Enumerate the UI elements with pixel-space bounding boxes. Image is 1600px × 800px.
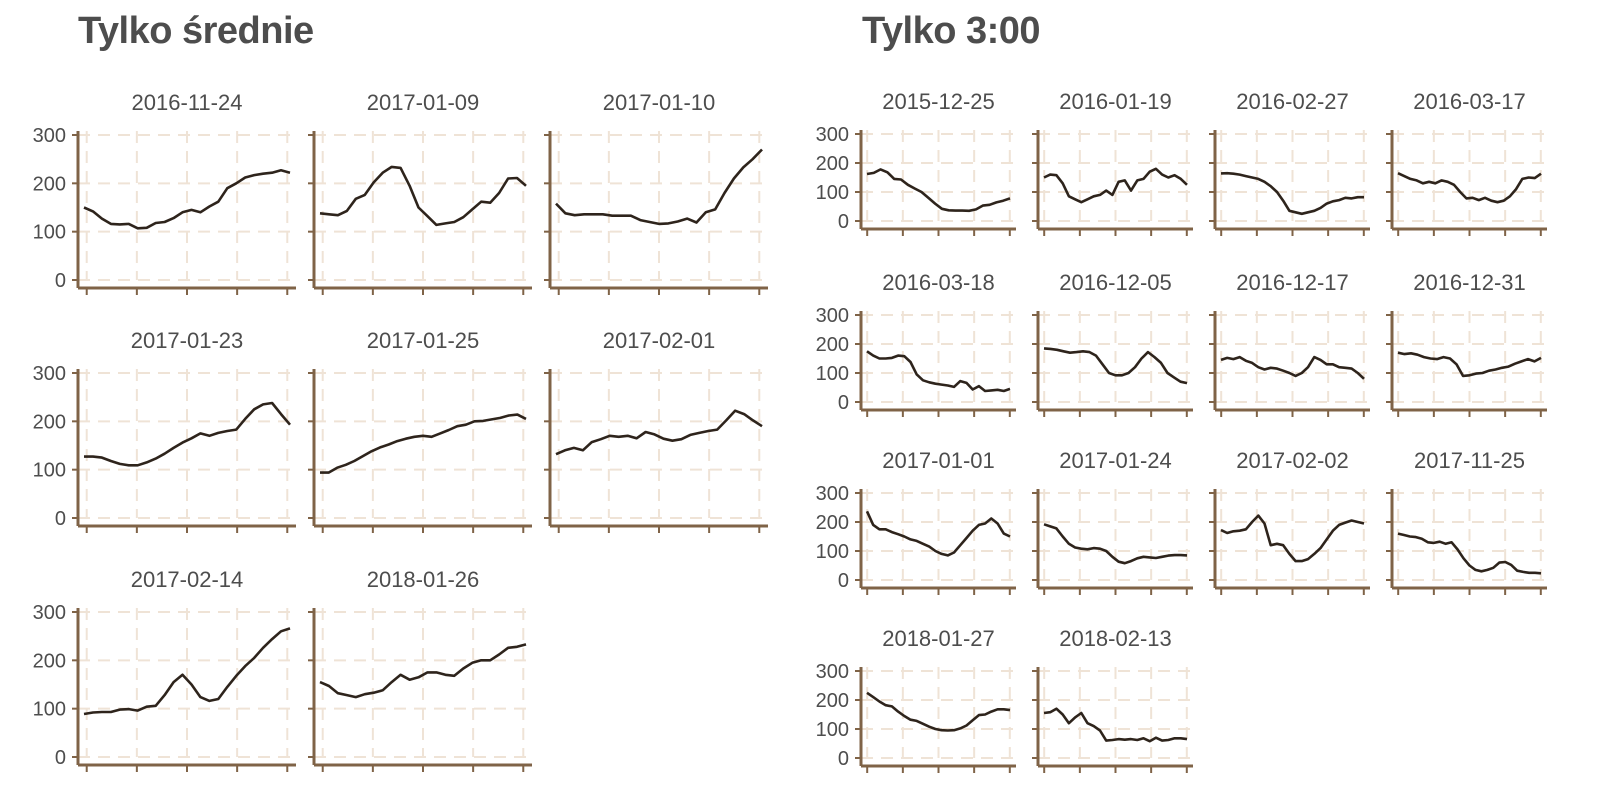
- panel-title: 2017-01-01: [882, 448, 995, 473]
- series-line: [1220, 355, 1365, 380]
- panel-title: 2016-02-27: [1236, 89, 1349, 114]
- y-tick-label: 0: [838, 211, 849, 233]
- panel-title: 2017-01-09: [367, 90, 480, 115]
- panel-title: 2016-03-17: [1413, 89, 1526, 114]
- y-tick-label: 300: [33, 125, 66, 147]
- series-line: [1220, 514, 1365, 563]
- panel-title: 2016-11-24: [132, 90, 243, 115]
- panel-title: 2016-03-18: [882, 270, 995, 295]
- panel-title: 2016-12-31: [1413, 270, 1526, 295]
- series-line: [1220, 171, 1364, 216]
- panel-title: 2017-01-23: [131, 328, 244, 353]
- series-line: [1043, 707, 1188, 743]
- y-tick-label: 300: [816, 124, 849, 146]
- series-line: [319, 165, 527, 227]
- series-line: [1043, 523, 1188, 565]
- series-line: [83, 169, 291, 230]
- y-tick-label: 200: [33, 411, 66, 433]
- y-tick-label: 100: [816, 541, 849, 563]
- y-tick-label: 0: [55, 270, 66, 292]
- panel-title: 2017-02-01: [603, 328, 716, 353]
- y-tick-label: 100: [816, 363, 849, 385]
- series-line: [866, 691, 1011, 732]
- y-tick-label: 100: [816, 719, 849, 741]
- y-tick-label: 300: [816, 483, 849, 505]
- y-tick-label: 100: [33, 460, 66, 482]
- series-line: [1397, 351, 1542, 378]
- series-line: [866, 168, 1011, 213]
- y-tick-label: 0: [55, 508, 66, 530]
- panel-title: 2016-12-17: [1236, 270, 1349, 295]
- group-title-left: Tylko średnie: [78, 10, 314, 52]
- series-line: [1397, 172, 1542, 204]
- series-line: [555, 148, 763, 226]
- y-tick-label: 0: [838, 392, 849, 414]
- panel-title: 2018-01-27: [882, 626, 995, 651]
- y-tick-label: 100: [33, 222, 66, 244]
- y-tick-label: 200: [33, 173, 66, 195]
- y-tick-label: 0: [838, 748, 849, 770]
- panel-title: 2015-12-25: [882, 89, 995, 114]
- y-tick-label: 100: [816, 182, 849, 204]
- y-tick-label: 300: [33, 363, 66, 385]
- panel-title: 2016-01-19: [1059, 89, 1172, 114]
- y-tick-label: 300: [816, 661, 849, 683]
- series-line: [320, 413, 527, 474]
- series-line: [865, 510, 1011, 557]
- series-line: [866, 350, 1011, 393]
- panel-title: 2017-02-14: [131, 567, 244, 592]
- group-title-right: Tylko 3:00: [862, 10, 1041, 52]
- y-tick-label: 200: [816, 153, 849, 175]
- panel-title: 2017-01-25: [367, 328, 480, 353]
- series-line: [84, 401, 291, 467]
- y-tick-label: 0: [55, 747, 66, 769]
- y-tick-label: 200: [816, 512, 849, 534]
- series-line: [83, 627, 291, 716]
- y-tick-label: 300: [816, 305, 849, 327]
- y-tick-label: 100: [33, 699, 66, 721]
- series-line: [1397, 532, 1542, 575]
- panel-title: 2017-01-10: [603, 90, 716, 115]
- series-line: [555, 409, 763, 456]
- y-tick-label: 200: [816, 690, 849, 712]
- series-line: [1043, 347, 1188, 385]
- y-tick-label: 200: [816, 334, 849, 356]
- panel-title: 2017-02-02: [1236, 448, 1349, 473]
- panel-title: 2017-01-24: [1059, 448, 1172, 473]
- panel-title: 2017-11-25: [1414, 448, 1525, 473]
- panel-title: 2018-02-13: [1059, 626, 1172, 651]
- series-line: [319, 643, 527, 699]
- panel-title: 2018-01-26: [367, 567, 480, 592]
- y-tick-label: 200: [33, 650, 66, 672]
- panel-title: 2016-12-05: [1059, 270, 1172, 295]
- y-tick-label: 0: [838, 570, 849, 592]
- y-tick-label: 300: [33, 602, 66, 624]
- series-line: [1043, 167, 1188, 204]
